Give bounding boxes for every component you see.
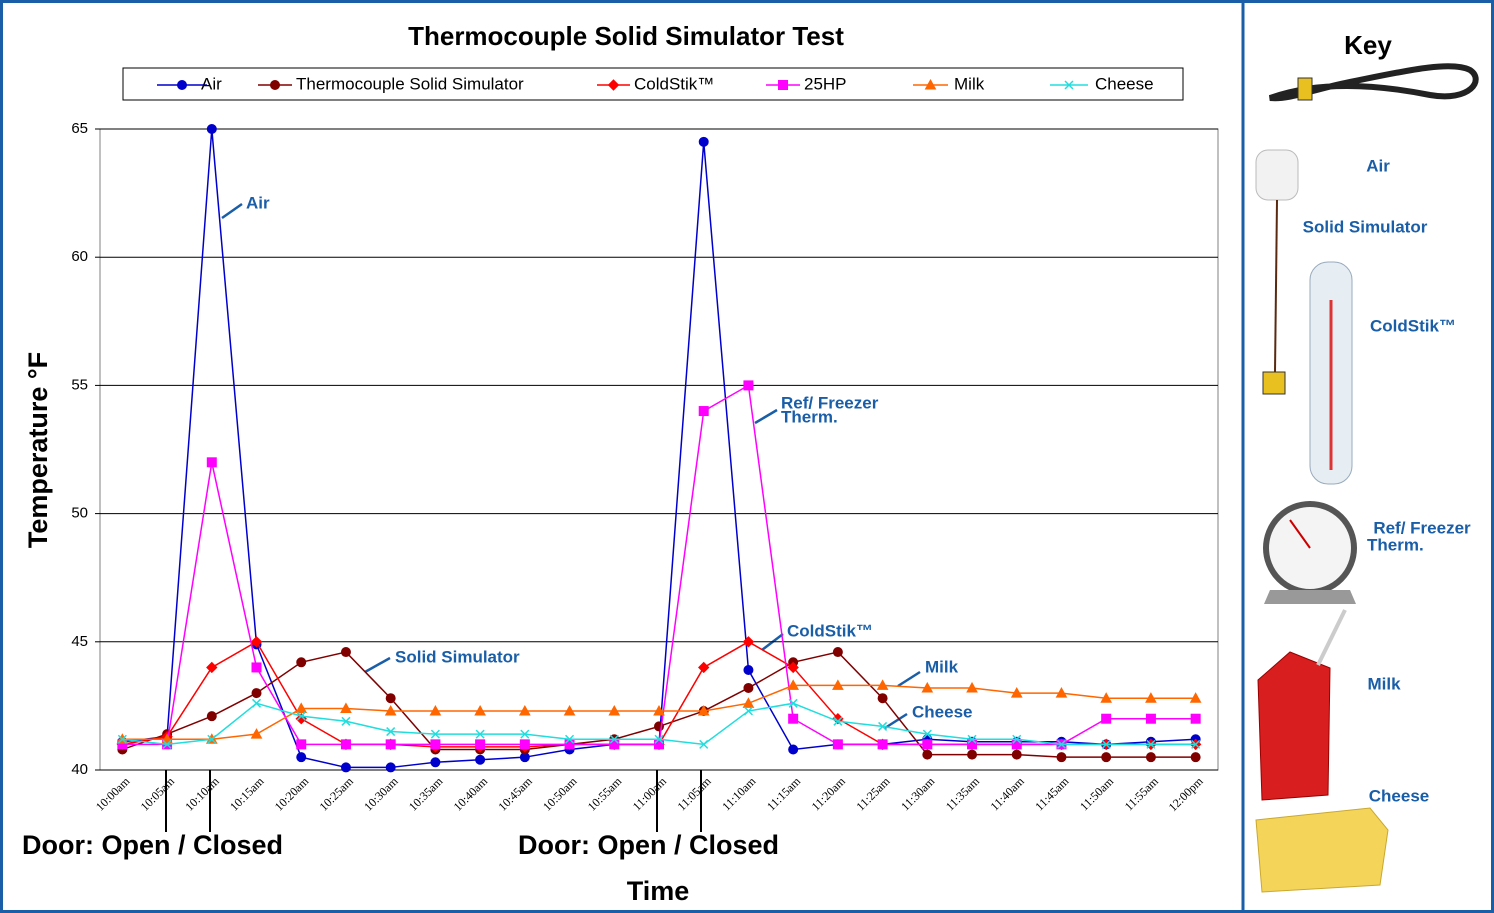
key-label: ColdStik™ <box>1370 316 1456 335</box>
dial-stand <box>1264 590 1356 604</box>
marker <box>565 740 574 749</box>
door-label: Door: Open / Closed <box>518 830 779 860</box>
legend-label: ColdStik™ <box>634 74 714 93</box>
key-label: Cheese <box>1369 786 1429 805</box>
chart-title: Thermocouple Solid Simulator Test <box>408 21 844 51</box>
marker <box>744 683 753 692</box>
marker <box>1057 753 1066 762</box>
marker <box>252 663 261 672</box>
marker <box>968 740 977 749</box>
marker <box>297 753 306 762</box>
marker <box>789 745 798 754</box>
marker <box>699 137 708 146</box>
marker <box>1146 714 1155 723</box>
marker <box>207 712 216 721</box>
marker <box>968 750 977 759</box>
annotation: Air <box>246 193 270 212</box>
marker <box>610 740 619 749</box>
annotation: Cheese <box>912 702 972 721</box>
marker <box>1191 714 1200 723</box>
marker <box>386 763 395 772</box>
marker <box>744 666 753 675</box>
plug-image <box>1298 78 1312 100</box>
legend-label: Cheese <box>1095 74 1154 93</box>
marker <box>431 758 440 767</box>
marker <box>386 694 395 703</box>
chart: Thermocouple Solid Simulator Test Time T… <box>0 0 1494 913</box>
y-tick-label: 50 <box>71 505 88 522</box>
key-label: Air <box>1366 156 1390 175</box>
marker <box>341 648 350 657</box>
y-tick-label: 55 <box>71 376 88 393</box>
key-label: Solid Simulator <box>1303 217 1428 236</box>
y-tick-label: 45 <box>71 633 88 650</box>
annotation: Milk <box>925 657 959 676</box>
legend-marker <box>779 81 788 90</box>
marker <box>252 689 261 698</box>
marker <box>341 740 350 749</box>
door-label: Door: Open / Closed <box>22 830 283 860</box>
simulator-plug <box>1263 372 1285 394</box>
cheese-image <box>1256 808 1388 892</box>
marker <box>297 740 306 749</box>
marker <box>476 740 485 749</box>
marker <box>476 755 485 764</box>
marker <box>833 648 842 657</box>
marker <box>520 740 529 749</box>
key-label: Milk <box>1367 674 1401 693</box>
y-tick-label: 60 <box>71 248 88 265</box>
annotation: Solid Simulator <box>395 647 520 666</box>
legend-label: 25HP <box>804 74 847 93</box>
marker <box>1102 714 1111 723</box>
marker <box>923 750 932 759</box>
marker <box>341 763 350 772</box>
milk-image <box>1258 652 1330 800</box>
y-axis-title: Temperature °F <box>23 352 53 548</box>
legend-marker <box>178 81 187 90</box>
marker <box>789 714 798 723</box>
y-tick-label: 40 <box>71 761 88 778</box>
marker <box>207 458 216 467</box>
legend-label: Air <box>201 74 222 93</box>
legend-marker <box>271 81 280 90</box>
marker <box>1146 753 1155 762</box>
simulator-image <box>1256 150 1298 200</box>
marker <box>1102 753 1111 762</box>
marker <box>386 740 395 749</box>
marker <box>655 740 664 749</box>
marker <box>833 740 842 749</box>
annotation: ColdStik™ <box>787 621 873 640</box>
annotation: Therm. <box>781 407 838 426</box>
marker <box>744 381 753 390</box>
marker <box>431 740 440 749</box>
y-tick-label: 65 <box>71 120 88 137</box>
page: Thermocouple Solid Simulator Test Time T… <box>0 0 1494 913</box>
marker <box>1012 750 1021 759</box>
marker <box>1012 740 1021 749</box>
legend-label: Milk <box>954 74 985 93</box>
legend-label: Thermocouple Solid Simulator <box>296 74 524 93</box>
marker <box>923 740 932 749</box>
marker <box>699 407 708 416</box>
key-title: Key <box>1344 30 1392 60</box>
marker <box>297 658 306 667</box>
key-label: Therm. <box>1367 535 1424 554</box>
marker <box>878 694 887 703</box>
marker <box>207 125 216 134</box>
marker <box>1191 753 1200 762</box>
x-axis-title: Time <box>627 876 690 906</box>
marker <box>878 740 887 749</box>
